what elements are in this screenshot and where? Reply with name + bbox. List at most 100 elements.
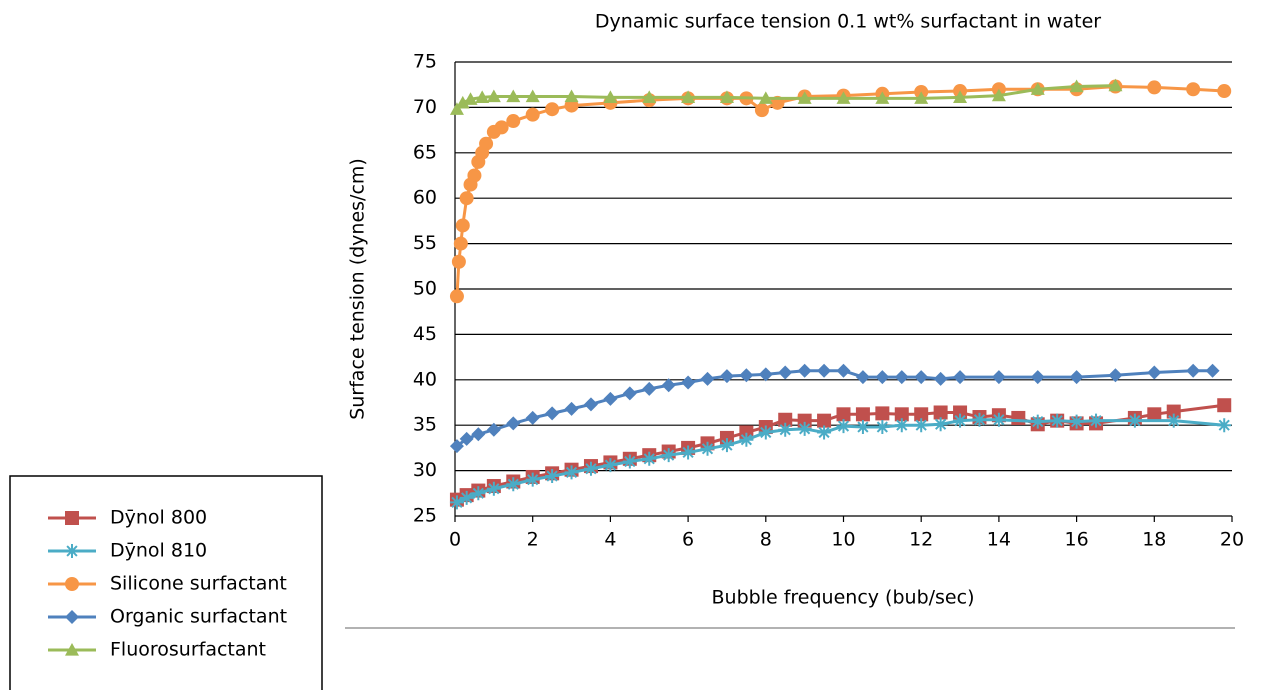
- marker: [991, 88, 1006, 102]
- y-tick-label: 25: [413, 505, 437, 527]
- x-tick-label: 16: [1065, 529, 1089, 551]
- marker: [479, 136, 494, 151]
- marker: [1069, 79, 1084, 93]
- series-line: [455, 85, 1225, 297]
- legend-label: Dȳnol 800: [110, 507, 207, 529]
- marker: [681, 445, 696, 460]
- marker: [1147, 365, 1162, 380]
- marker: [1030, 82, 1045, 95]
- marker: [894, 407, 909, 422]
- marker: [475, 90, 490, 104]
- marker: [1069, 414, 1084, 429]
- marker: [1217, 398, 1232, 413]
- marker: [836, 407, 851, 422]
- marker: [817, 363, 832, 378]
- legend-label: Silicone surfactant: [110, 573, 287, 595]
- marker: [661, 448, 676, 463]
- x-tick-label: 4: [604, 529, 616, 551]
- marker: [463, 92, 478, 105]
- marker: [933, 371, 948, 386]
- marker: [719, 90, 734, 104]
- x-tick-label: 8: [760, 529, 772, 551]
- y-tick-label: 60: [413, 187, 437, 209]
- marker: [914, 407, 929, 422]
- marker: [1108, 368, 1123, 383]
- legend-label: Dȳnol 810: [110, 540, 207, 562]
- marker: [486, 422, 501, 437]
- marker: [583, 461, 598, 476]
- marker: [1030, 370, 1045, 385]
- marker: [545, 469, 560, 484]
- marker: [1217, 418, 1232, 433]
- marker: [583, 397, 598, 412]
- marker: [855, 407, 870, 422]
- marker: [65, 577, 79, 591]
- marker: [525, 410, 540, 425]
- marker: [1147, 407, 1162, 422]
- marker: [642, 381, 657, 396]
- marker: [953, 370, 968, 385]
- marker: [836, 419, 851, 434]
- x-tick-label: 12: [909, 529, 933, 551]
- marker: [65, 544, 79, 558]
- marker: [1108, 78, 1123, 92]
- marker: [545, 102, 560, 117]
- marker: [471, 427, 486, 442]
- marker: [719, 369, 734, 384]
- marker: [739, 432, 754, 447]
- marker: [1217, 84, 1232, 99]
- marker: [700, 371, 715, 386]
- y-tick-label: 45: [413, 323, 437, 345]
- marker: [603, 90, 618, 104]
- legend-label: Fluorosurfactant: [110, 639, 266, 661]
- marker: [991, 370, 1006, 385]
- x-tick-label: 0: [449, 529, 461, 551]
- marker: [914, 91, 929, 104]
- y-tick-label: 70: [413, 96, 437, 118]
- marker: [1089, 413, 1104, 428]
- marker: [914, 370, 929, 385]
- marker: [797, 421, 812, 436]
- marker: [506, 114, 521, 129]
- marker: [525, 89, 540, 103]
- y-tick-label: 55: [413, 232, 437, 254]
- marker: [836, 91, 851, 104]
- marker: [642, 451, 657, 466]
- marker: [778, 365, 793, 380]
- marker: [797, 91, 812, 104]
- y-tick-label: 35: [413, 414, 437, 436]
- x-tick-label: 18: [1142, 529, 1166, 551]
- marker: [65, 511, 79, 525]
- marker: [642, 90, 657, 104]
- marker: [564, 465, 579, 480]
- marker: [953, 90, 968, 104]
- marker: [494, 120, 509, 135]
- marker: [836, 363, 851, 378]
- x-tick-label: 2: [527, 529, 539, 551]
- marker: [681, 90, 696, 104]
- y-tick-label: 50: [413, 278, 437, 300]
- marker: [622, 454, 637, 469]
- marker: [455, 218, 470, 233]
- marker: [1186, 363, 1201, 378]
- marker: [65, 610, 79, 624]
- marker: [603, 391, 618, 406]
- y-tick-label: 65: [413, 141, 437, 163]
- series-line: [456, 418, 1225, 504]
- marker: [525, 472, 540, 487]
- marker: [603, 458, 618, 473]
- marker: [758, 367, 773, 382]
- marker: [1011, 410, 1026, 425]
- marker: [875, 91, 890, 104]
- marker: [459, 431, 474, 446]
- x-axis-label: Bubble frequency (bub/sec): [712, 587, 975, 609]
- marker: [875, 420, 890, 435]
- marker: [739, 368, 754, 383]
- chart-title: Dynamic surface tension 0.1 wt% surfacta…: [595, 11, 1101, 33]
- marker: [1050, 413, 1065, 428]
- marker: [1186, 82, 1201, 97]
- marker: [449, 289, 464, 304]
- marker: [564, 401, 579, 416]
- marker: [972, 412, 987, 427]
- marker: [506, 89, 521, 103]
